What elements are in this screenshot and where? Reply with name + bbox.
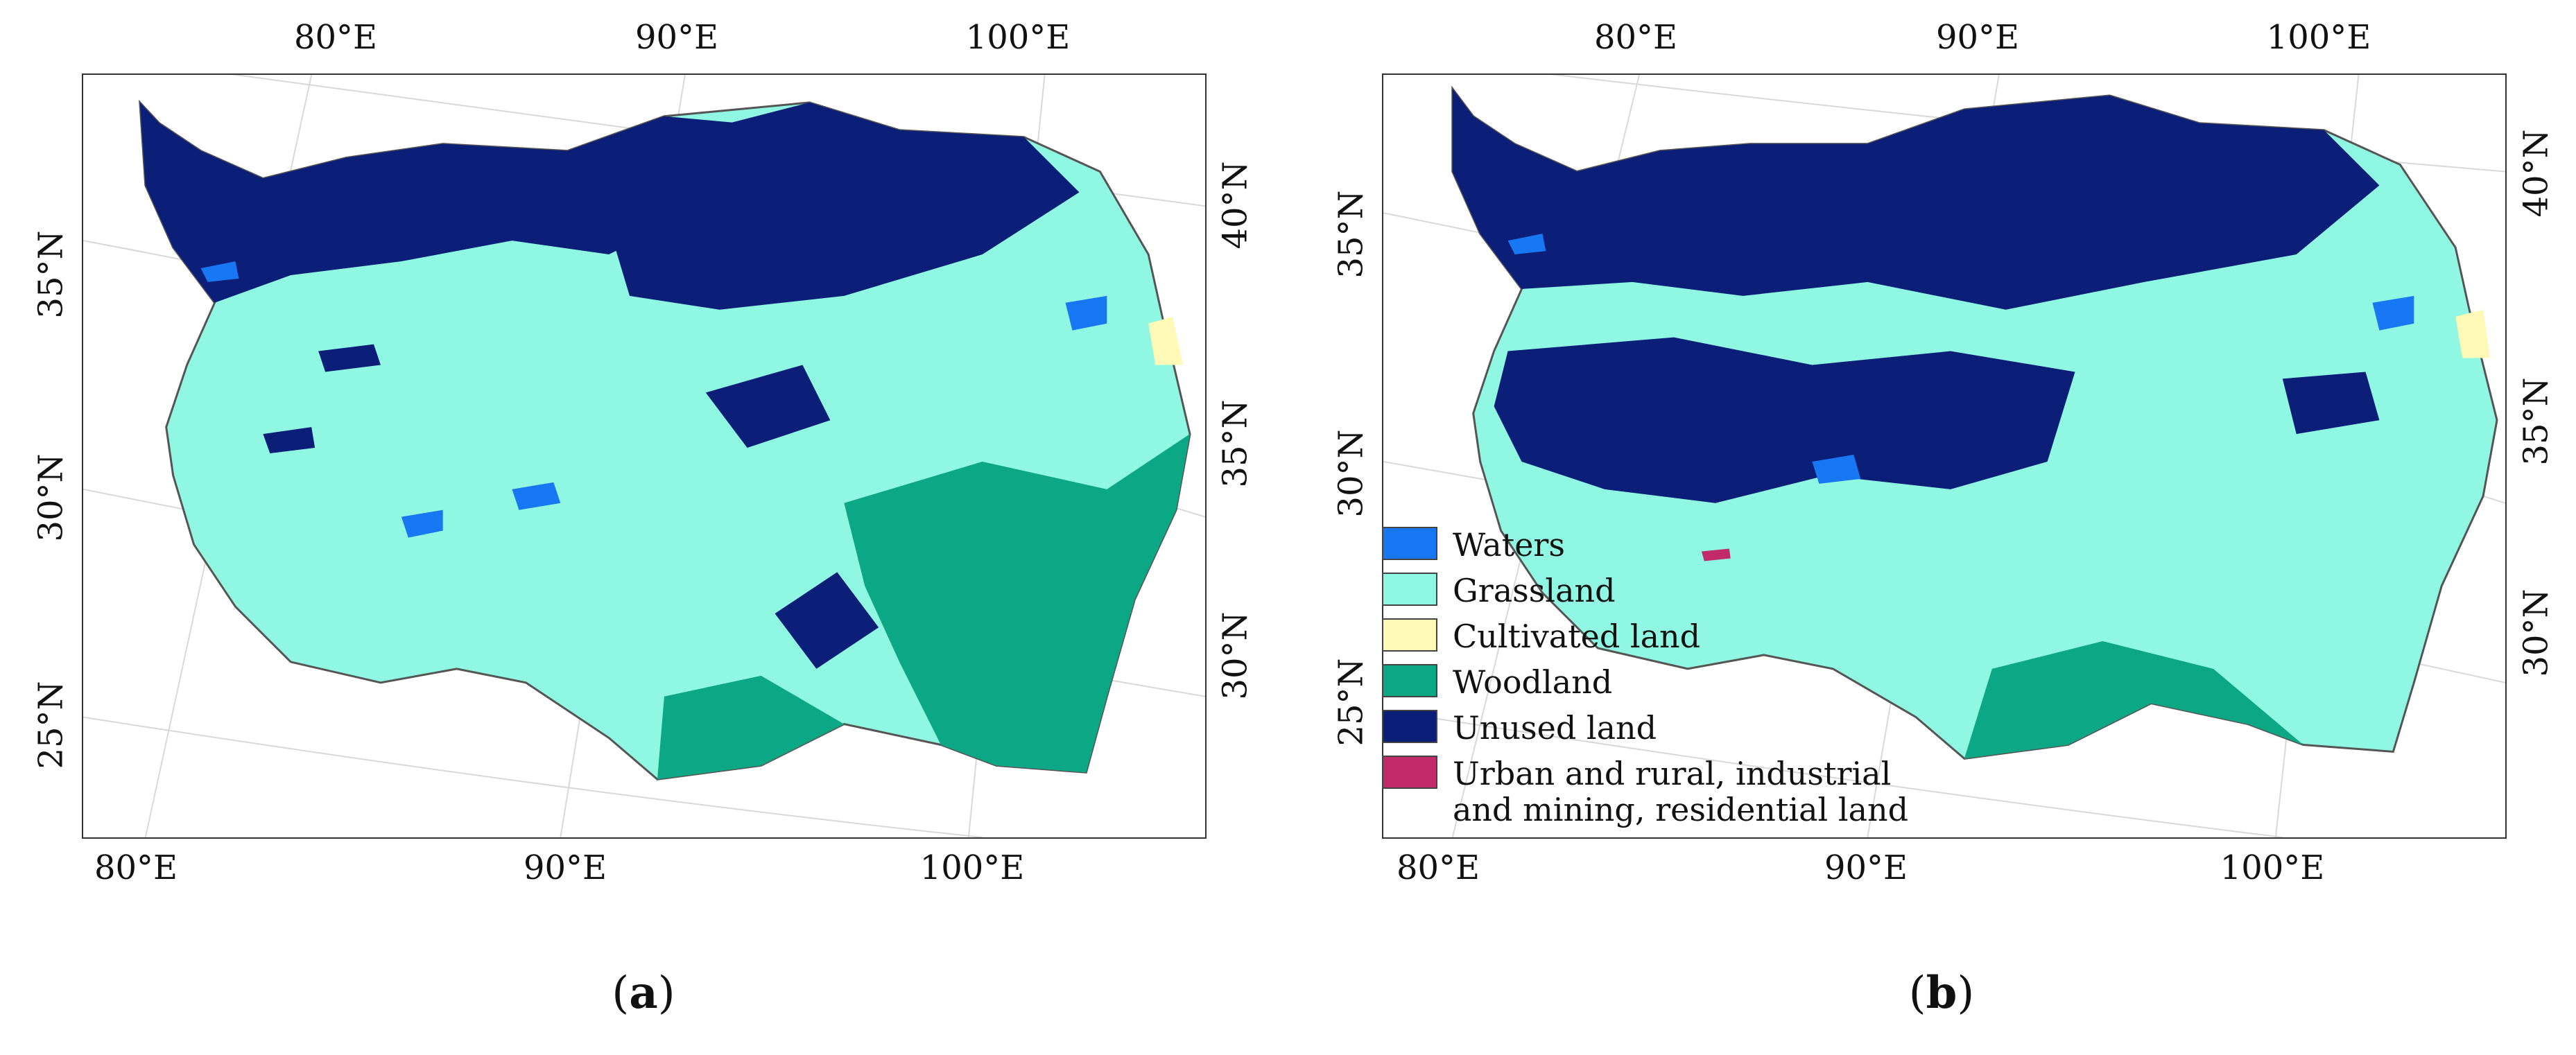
bottom-longitude-label: 90°E	[523, 848, 607, 887]
top-longitude-label: 80°E	[1593, 18, 1678, 57]
bottom-longitude-label: 100°E	[2220, 848, 2325, 887]
caption-letter: a	[629, 967, 658, 1019]
legend-swatch	[1382, 573, 1437, 606]
legend-label: Grassland	[1453, 572, 1616, 609]
top-longitude-label: 90°E	[1935, 18, 2020, 57]
legend-swatch	[1382, 618, 1437, 652]
left-latitude-label: 25°N	[1331, 658, 1371, 747]
legend-item-woodland: Woodland	[1382, 664, 1909, 700]
map-frame-a	[82, 73, 1207, 839]
top-longitude-label: 80°E	[293, 18, 378, 57]
panel-caption-b: (b)	[1908, 967, 1975, 1019]
legend-swatch	[1382, 710, 1437, 743]
top-longitude-label: 100°E	[965, 18, 1071, 57]
legend-label: Woodland	[1453, 663, 1613, 701]
top-longitude-label: 90°E	[634, 18, 719, 57]
panel-caption-a: (a)	[612, 967, 675, 1019]
legend-swatch	[1382, 756, 1437, 789]
bottom-longitude-label: 100°E	[919, 848, 1025, 887]
map-panel-a: 80°E 90°E 100°E 80°E 90°E 100°E 35°N 30°…	[31, 18, 1255, 1019]
top-longitude-label: 100°E	[2266, 18, 2371, 57]
legend-label: Cultivated land	[1453, 618, 1701, 655]
map-frame-b	[1382, 73, 2507, 839]
left-latitude-label: 35°N	[31, 230, 71, 319]
right-latitude-label: 40°N	[1216, 161, 1255, 250]
land-use-map-b	[1383, 75, 2505, 837]
legend-item-grassland: Grassland	[1382, 573, 1909, 609]
legend-label: Unused land	[1453, 709, 1657, 747]
caption-letter: b	[1926, 967, 1957, 1019]
left-latitude-label: 30°N	[1331, 429, 1371, 518]
left-latitude-label: 35°N	[1331, 190, 1371, 279]
legend-item-urban-rural-industrial: Urban and rural, industrial and mining, …	[1382, 756, 1909, 828]
land-use-map-a	[83, 75, 1205, 837]
bottom-longitude-label: 80°E	[1396, 848, 1480, 887]
left-latitude-label: 25°N	[31, 681, 71, 769]
right-latitude-label: 30°N	[2516, 588, 2556, 677]
right-latitude-label: 30°N	[1216, 611, 1255, 700]
legend-item-waters: Waters	[1382, 527, 1909, 563]
legend-item-unused-land: Unused land	[1382, 710, 1909, 746]
right-latitude-label: 40°N	[2516, 129, 2556, 218]
bottom-longitude-label: 90°E	[1824, 848, 1908, 887]
legend-swatch	[1382, 527, 1437, 560]
left-latitude-label: 30°N	[31, 453, 71, 542]
right-latitude-label: 35°N	[1216, 399, 1255, 488]
plateau-land-cover	[1451, 85, 2498, 760]
right-latitude-label: 35°N	[2516, 377, 2556, 466]
legend-item-cultivated-land: Cultivated land	[1382, 618, 1909, 654]
plateau-land-cover	[139, 99, 1191, 781]
legend-label: Waters	[1453, 526, 1566, 564]
legend-label: Urban and rural, industrial and mining, …	[1453, 755, 1909, 828]
legend-swatch	[1382, 664, 1437, 697]
bottom-longitude-label: 80°E	[94, 848, 178, 887]
map-legend: Waters Grassland Cultivated land Woodlan…	[1382, 527, 1909, 837]
map-panel-b: 80°E 90°E 100°E 80°E 90°E 100°E 35°N 30°…	[1288, 0, 2576, 1055]
